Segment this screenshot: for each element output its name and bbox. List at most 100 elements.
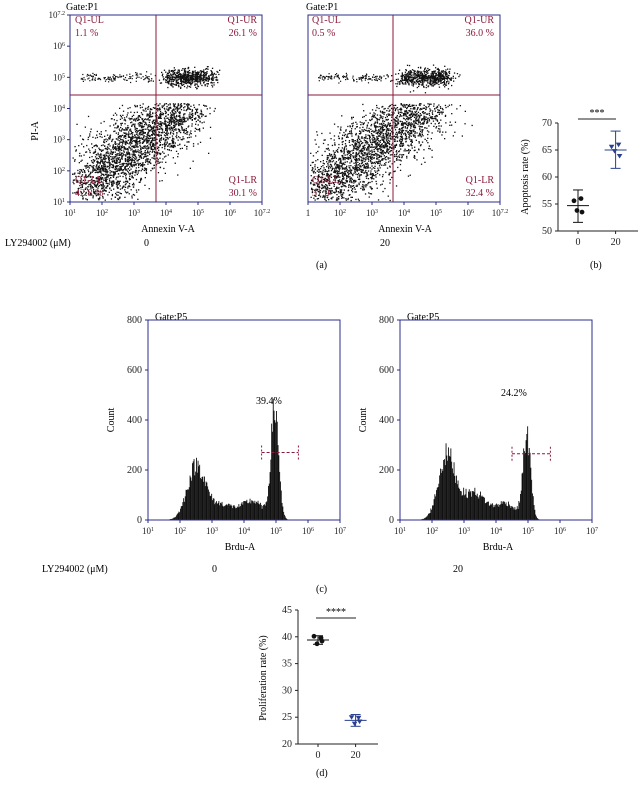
event-dot <box>374 174 376 177</box>
event-dot <box>341 147 343 149</box>
event-dot <box>133 145 135 147</box>
event-dot <box>166 134 169 136</box>
event-dot <box>148 115 150 117</box>
event-dot <box>361 152 363 154</box>
event-dot <box>201 80 203 82</box>
event-dot <box>416 119 418 121</box>
event-dot <box>343 174 345 176</box>
event-dot <box>197 71 199 73</box>
event-dot <box>364 193 367 195</box>
event-dot <box>146 159 148 161</box>
event-dot <box>383 108 385 110</box>
event-dot <box>117 158 119 160</box>
event-dot <box>341 171 344 173</box>
event-dot <box>197 77 199 79</box>
event-dot <box>88 148 90 150</box>
event-dot <box>178 129 181 131</box>
event-dot <box>387 142 390 144</box>
event-dot <box>87 78 89 80</box>
event-dot <box>422 111 424 113</box>
event-dot <box>94 181 96 184</box>
event-dot <box>95 74 97 76</box>
event-dot <box>139 132 141 134</box>
event-dot <box>165 81 167 83</box>
event-dot <box>402 154 405 156</box>
event-dot <box>95 166 98 168</box>
event-dot <box>91 78 94 81</box>
event-dot <box>134 161 136 163</box>
event-dot <box>132 114 135 116</box>
event-dot <box>396 134 398 136</box>
event-dot <box>169 136 171 139</box>
event-dot <box>107 157 109 159</box>
event-dot <box>142 131 144 133</box>
event-dot <box>80 78 82 80</box>
event-dot <box>174 112 176 115</box>
event-dot <box>172 119 175 121</box>
event-dot <box>142 165 144 168</box>
event-dot <box>116 159 118 162</box>
event-dot <box>388 143 390 145</box>
event-dot <box>131 171 134 173</box>
event-dot <box>387 158 389 160</box>
event-dot <box>323 195 325 197</box>
event-dot <box>142 109 144 111</box>
event-dot <box>125 142 127 144</box>
event-dot <box>103 155 105 157</box>
event-dot <box>133 146 135 149</box>
event-dot <box>121 158 123 160</box>
event-dot <box>412 121 415 123</box>
event-dot <box>97 198 100 200</box>
event-dot <box>410 143 412 145</box>
event-dot <box>350 130 352 132</box>
event-dot <box>327 166 330 168</box>
event-dot <box>151 157 153 159</box>
event-dot <box>395 136 397 139</box>
event-dot <box>410 144 412 146</box>
event-dot <box>359 146 361 148</box>
event-dot <box>382 112 385 114</box>
event-dot <box>171 85 173 87</box>
event-dot <box>111 181 113 183</box>
event-dot <box>410 108 412 110</box>
event-dot <box>341 143 344 146</box>
event-dot <box>82 168 84 171</box>
event-dot <box>112 74 115 76</box>
event-dot <box>188 85 190 88</box>
event-dot <box>189 132 191 134</box>
event-dot <box>105 138 107 140</box>
event-dot <box>116 184 118 186</box>
event-dot <box>352 157 355 159</box>
event-dot <box>339 158 341 160</box>
event-dot <box>87 175 90 177</box>
event-dot <box>402 122 404 124</box>
event-dot <box>416 132 418 134</box>
event-dot <box>148 119 150 121</box>
event-dot <box>94 77 96 79</box>
event-dot <box>343 178 345 180</box>
event-dot <box>203 71 205 73</box>
event-dot <box>165 79 168 81</box>
event-dot <box>342 154 344 157</box>
event-dot <box>87 136 90 138</box>
event-dot <box>115 166 117 168</box>
event-dot <box>402 106 405 108</box>
event-dot <box>439 130 441 132</box>
event-dot <box>168 75 170 77</box>
event-dot <box>352 185 355 187</box>
event-dot <box>433 117 435 120</box>
event-dot <box>365 140 367 142</box>
event-dot <box>172 73 174 75</box>
event-dot <box>364 144 366 146</box>
event-dot <box>141 106 143 108</box>
event-dot <box>145 135 147 138</box>
event-dot <box>352 139 354 141</box>
event-dot <box>198 78 200 80</box>
event-dot <box>189 82 192 84</box>
event-dot <box>341 193 343 195</box>
event-dot <box>341 115 343 117</box>
event-dot <box>129 76 131 78</box>
event-dot <box>106 146 109 148</box>
event-dot <box>115 170 117 173</box>
event-dot <box>195 111 198 113</box>
